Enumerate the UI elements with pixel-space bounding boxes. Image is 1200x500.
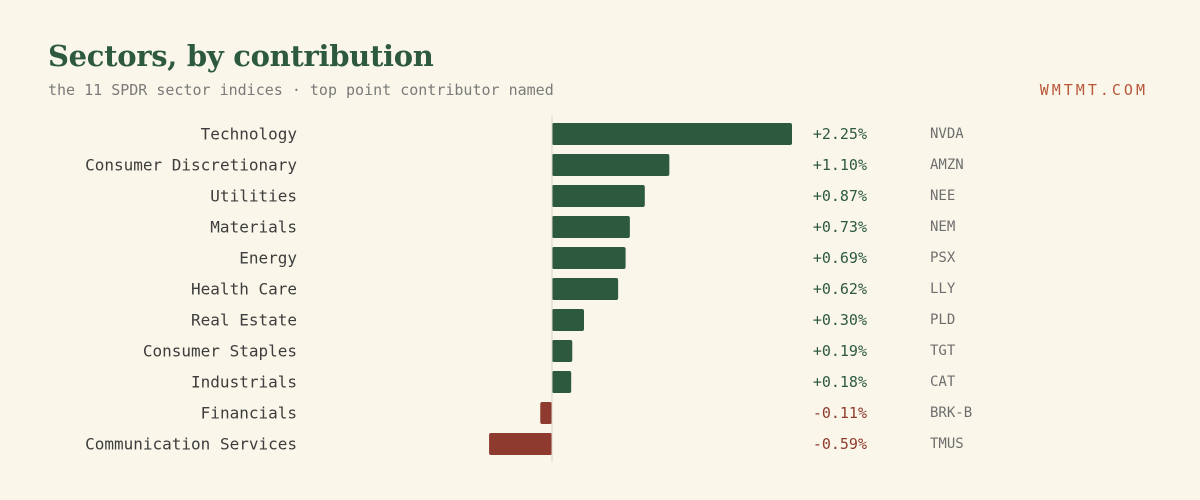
value-label: +0.69% [813, 249, 867, 267]
category-label: Industrials [191, 373, 297, 392]
value-label: +0.73% [813, 218, 867, 236]
bar [552, 123, 792, 145]
chart-title: Sectors, by contribution [48, 39, 434, 73]
value-label: -0.11% [813, 404, 867, 422]
chart-rows: Technology +2.25% NVDA Consumer Discretiona… [85, 123, 972, 455]
top-contributor-label: BRK-B [930, 405, 972, 421]
bar [552, 185, 645, 207]
brand-link[interactable]: WMTMT.COM [1039, 81, 1148, 99]
value-label: +2.25% [813, 125, 867, 143]
top-contributor-label: PSX [930, 250, 956, 266]
category-label: Financials [201, 404, 297, 423]
value-label: +0.30% [813, 311, 867, 329]
top-contributor-label: NVDA [930, 126, 964, 142]
top-contributor-label: NEM [930, 219, 955, 235]
category-label: Communication Services [85, 435, 297, 454]
category-label: Consumer Discretionary [85, 156, 297, 175]
top-contributor-label: TGT [930, 343, 956, 359]
bar-row: Communication Services -0.59% TMUS [85, 433, 964, 455]
bar-row: Industrials +0.18% CAT [191, 371, 956, 393]
category-label: Materials [210, 218, 297, 237]
bar-row: Real Estate +0.30% PLD [191, 309, 955, 331]
bar-row: Energy +0.69% PSX [239, 247, 956, 269]
top-contributor-label: AMZN [930, 157, 964, 173]
bar [552, 340, 573, 362]
bar [552, 154, 670, 176]
bar [552, 278, 619, 300]
bar [489, 433, 552, 455]
value-label: +1.10% [813, 156, 867, 174]
bar-row: Financials -0.11% BRK-B [201, 402, 972, 424]
value-label: +0.87% [813, 187, 867, 205]
bar [552, 309, 584, 331]
bar-row: Health Care +0.62% LLY [191, 278, 956, 300]
category-label: Technology [201, 125, 298, 144]
value-label: +0.18% [813, 373, 867, 391]
top-contributor-label: TMUS [930, 436, 964, 452]
value-label: -0.59% [813, 435, 867, 453]
bar-row: Consumer Discretionary +1.10% AMZN [85, 154, 964, 176]
bar [552, 247, 626, 269]
bar-row: Technology +2.25% NVDA [201, 123, 964, 145]
top-contributor-label: NEE [930, 188, 955, 204]
bar-row: Materials +0.73% NEM [210, 216, 955, 238]
bar-row: Consumer Staples +0.19% TGT [143, 340, 956, 362]
top-contributor-label: LLY [930, 281, 956, 297]
bar [552, 216, 630, 238]
top-contributor-label: CAT [930, 374, 956, 390]
category-label: Real Estate [191, 311, 297, 330]
top-contributor-label: PLD [930, 312, 955, 328]
value-label: +0.62% [813, 280, 867, 298]
category-label: Energy [239, 249, 297, 268]
bar [540, 402, 552, 424]
value-label: +0.19% [813, 342, 867, 360]
bar [552, 371, 572, 393]
category-label: Consumer Staples [143, 342, 297, 361]
category-label: Utilities [210, 187, 297, 206]
chart-subtitle: the 11 SPDR sector indices · top point c… [48, 81, 554, 99]
bar-row: Utilities +0.87% NEE [210, 185, 955, 207]
category-label: Health Care [191, 280, 297, 299]
